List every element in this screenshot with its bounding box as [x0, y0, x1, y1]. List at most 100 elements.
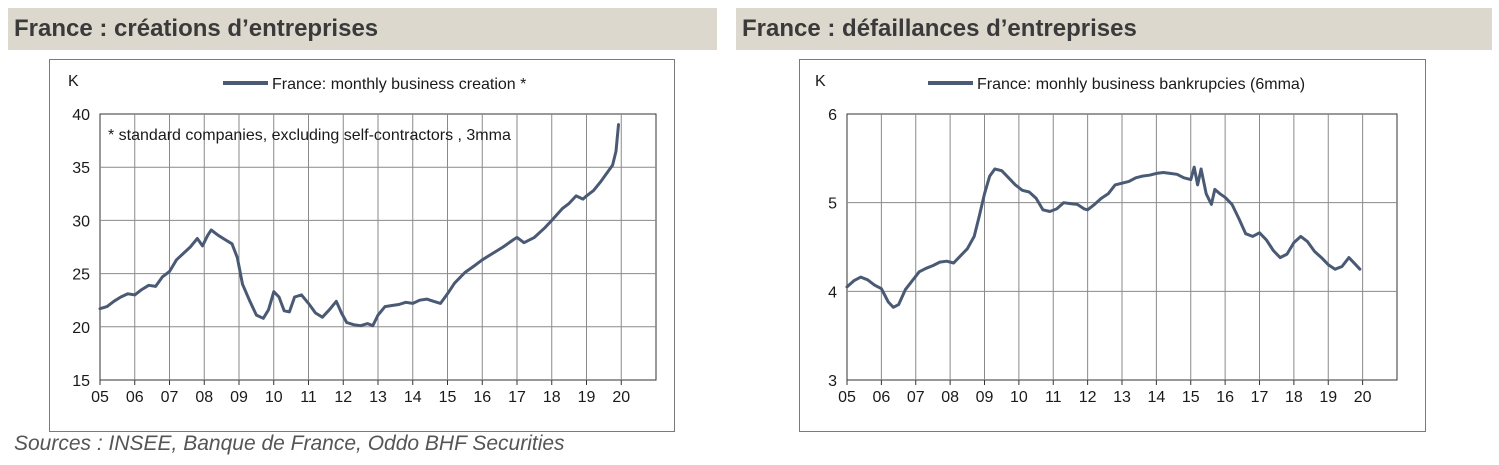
- data-point: [1306, 240, 1309, 243]
- data-point: [474, 263, 477, 267]
- data-point: [512, 238, 515, 241]
- x-tick-label: 12: [334, 389, 352, 406]
- data-point: [352, 323, 355, 326]
- x-tick-label: 09: [976, 389, 994, 406]
- data-point: [272, 290, 275, 293]
- data-point: [1258, 231, 1261, 234]
- data-point: [98, 307, 102, 310]
- data-point: [133, 293, 136, 297]
- data-point: [561, 207, 564, 210]
- data-point: [345, 321, 348, 324]
- data-point: [515, 236, 519, 239]
- data-point: [390, 304, 394, 307]
- chart-bankruptcies: 3 4 5 6 05 06 07 08 09 10 11 12 13 14 15 16 17 18 19 20 K Fra…: [815, 73, 1398, 406]
- data-point: [154, 285, 157, 288]
- chart-frame-bankruptcies: 3 4 5 6 05 06 07 08 09 10 11 12 13 14 15 16 17 18 19 20 K Fra…: [799, 59, 1426, 432]
- data-point: [1292, 241, 1296, 244]
- data-point: [425, 297, 428, 301]
- data-point: [210, 228, 213, 232]
- data-point: [1048, 210, 1051, 213]
- data-point: [1021, 189, 1024, 192]
- chart-annotation: * standard companies, excluding self-con…: [108, 127, 511, 144]
- data-point: [911, 279, 914, 282]
- y-tick-label: 6: [828, 107, 837, 124]
- data-point: [945, 260, 948, 263]
- data-point: [1251, 235, 1254, 238]
- series-line: [98, 123, 620, 328]
- data-point: [288, 310, 291, 314]
- data-point: [262, 317, 265, 320]
- y-tick-label: 5: [828, 196, 837, 213]
- data-point: [599, 180, 602, 184]
- x-tick-label: 13: [1113, 389, 1131, 406]
- x-tick-label: 08: [195, 389, 213, 406]
- data-point: [1034, 197, 1038, 200]
- data-point: [1347, 256, 1351, 259]
- y-tick-label: 30: [72, 213, 90, 230]
- data-point: [606, 171, 609, 174]
- x-tick-label: 07: [907, 389, 925, 406]
- data-point: [859, 275, 862, 279]
- data-point: [1069, 202, 1072, 205]
- data-point: [1354, 263, 1357, 266]
- x-tick-label: 09: [230, 389, 248, 406]
- data-point: [126, 292, 129, 295]
- data-point: [1086, 208, 1089, 211]
- x-tick-label: 20: [612, 389, 630, 406]
- data-point: [1340, 265, 1344, 268]
- data-point: [439, 302, 442, 305]
- data-point: [340, 311, 343, 315]
- data-point: [873, 283, 876, 287]
- data-point: [1210, 203, 1213, 206]
- data-point: [1093, 203, 1096, 206]
- y-tick-label: 40: [72, 107, 90, 124]
- data-point: [1148, 174, 1151, 177]
- data-point: [481, 258, 484, 261]
- data-point: [230, 242, 234, 245]
- data-point: [328, 308, 331, 311]
- data-point: [1120, 182, 1124, 185]
- data-point: [1041, 208, 1045, 211]
- data-point: [1272, 249, 1275, 252]
- data-point: [321, 316, 324, 319]
- data-point: [1007, 176, 1010, 179]
- data-point: [366, 322, 369, 325]
- data-point: [574, 194, 578, 198]
- data-point: [293, 295, 296, 299]
- data-point: [1230, 203, 1234, 206]
- x-tick-label: 15: [439, 389, 457, 406]
- data-point: [1168, 172, 1172, 175]
- data-point: [585, 194, 588, 198]
- data-point: [147, 284, 150, 287]
- x-tick-label: 13: [369, 389, 387, 406]
- data-point: [307, 302, 310, 305]
- data-point: [168, 270, 171, 273]
- series-line: [845, 165, 1362, 309]
- data-point: [1205, 192, 1208, 195]
- data-point: [236, 256, 239, 259]
- data-point: [938, 260, 941, 264]
- data-point: [140, 288, 143, 291]
- data-point: [1199, 167, 1203, 171]
- data-point: [1076, 203, 1079, 206]
- data-point: [112, 300, 116, 303]
- data-point: [1285, 252, 1289, 256]
- x-tick-label: 06: [872, 389, 890, 406]
- data-point: [581, 197, 585, 201]
- data-point: [432, 300, 435, 303]
- data-point: [1062, 201, 1065, 204]
- x-tick-label: 11: [1045, 389, 1062, 406]
- y-tick-label: 3: [828, 373, 837, 390]
- x-tick-label: 11: [300, 389, 317, 406]
- data-point: [105, 305, 109, 308]
- data-point: [1333, 268, 1337, 271]
- data-point: [952, 261, 955, 265]
- data-point: [206, 234, 209, 237]
- data-point: [418, 299, 421, 302]
- y-tick-label: 25: [72, 267, 90, 284]
- data-point: [182, 252, 185, 255]
- data-point: [1055, 207, 1058, 211]
- legend-label: France: monhly business bankrupcies (6mm…: [977, 76, 1305, 93]
- data-point: [978, 214, 981, 218]
- data-point: [411, 302, 414, 305]
